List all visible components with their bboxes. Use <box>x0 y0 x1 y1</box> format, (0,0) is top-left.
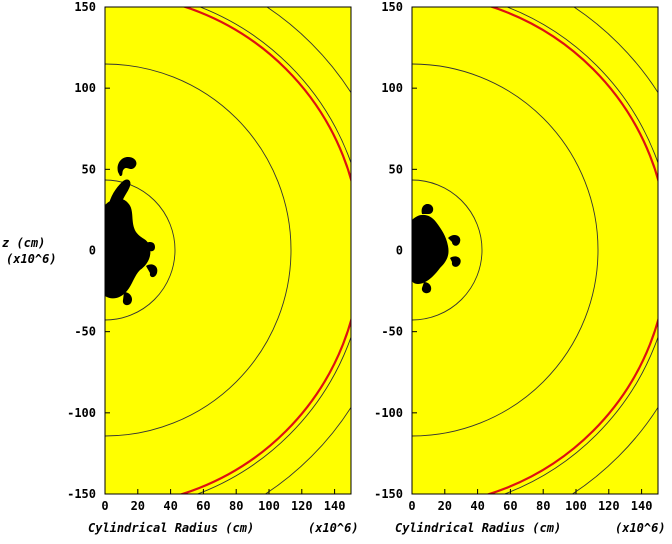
right-x-tick-label: 140 <box>631 499 653 513</box>
left-y-tick-label: -50 <box>74 325 96 339</box>
left-y-tick-label: 100 <box>74 81 96 95</box>
right-x-tick-label: 100 <box>565 499 587 513</box>
left-plume-arm-bottom <box>122 292 133 306</box>
right-x-tick-label: 20 <box>438 499 452 513</box>
right-x-tick-label: 0 <box>408 499 415 513</box>
left-y-tick-label: 0 <box>89 244 96 258</box>
left-x-tick-label: 120 <box>291 499 313 513</box>
right-plume-arm-lower <box>450 256 461 267</box>
left-plume-arm-lower <box>146 264 158 278</box>
right-panel-background <box>412 7 658 494</box>
right-y-tick-label: -100 <box>374 406 403 420</box>
right-x-tick-label: 120 <box>598 499 620 513</box>
left-x-axis-label: Cylindrical Radius (cm) <box>88 521 254 535</box>
left-contour-r114 <box>105 63 292 437</box>
left-panel-contours <box>105 7 351 494</box>
right-y-tick-label: 100 <box>381 81 403 95</box>
left-y-tick-label: 50 <box>82 162 96 176</box>
left-plume <box>105 157 158 306</box>
left-x-tick-label: 60 <box>196 499 210 513</box>
left-panel: 0 20 40 60 80 100 120 140 150100500-50-100-150 … <box>2 0 359 535</box>
left-x-tick-label: 80 <box>229 499 243 513</box>
right-x-ticks: 0 20 40 60 80 100 120 140 <box>408 489 652 513</box>
right-x-tick-label: 60 <box>503 499 517 513</box>
y-axis-label: z (cm) <box>2 236 45 250</box>
right-x-axis-label: Cylindrical Radius (cm) <box>395 521 561 535</box>
right-x-tick-label: 40 <box>470 499 484 513</box>
right-y-tick-label: -150 <box>374 487 403 501</box>
y-axis-scale: (x10^6) <box>6 252 57 266</box>
right-panel: 0 20 40 60 80 100 120 140 150100500-50-100-150 … <box>374 0 666 535</box>
right-contour-r114 <box>412 63 599 437</box>
left-contour-r43 <box>105 179 176 321</box>
left-y-tick-label: -150 <box>67 487 96 501</box>
left-plume-arm-right <box>142 241 155 252</box>
left-plume-upper-stem <box>108 179 131 208</box>
left-y-ticks: 150 100 50 0 -50 -100 -150 <box>67 0 110 501</box>
right-panel-contours <box>412 7 658 494</box>
right-contour-r43 <box>412 179 483 321</box>
right-plume-arm-right <box>448 235 461 246</box>
right-plume-body <box>412 214 449 284</box>
right-x-axis-scale: (x10^6) <box>615 521 666 535</box>
left-x-ticks: 0 20 40 60 80 100 120 140 <box>101 489 345 513</box>
left-y-tick-label: -100 <box>67 406 96 420</box>
left-x-tick-label: 20 <box>131 499 145 513</box>
right-y-tick-label: -50 <box>381 325 403 339</box>
right-y-tick-label: 0 <box>396 244 403 258</box>
right-y-tick-label: 150 <box>381 0 403 14</box>
left-x-tick-label: 0 <box>101 499 108 513</box>
left-x-axis-scale: (x10^6) <box>308 521 359 535</box>
right-y-tick-label: 50 <box>389 162 403 176</box>
right-y-ticks: 150 100 50 0 -50 -100 -150 <box>374 0 417 501</box>
right-plume-top <box>421 204 434 214</box>
right-plume <box>412 204 461 294</box>
left-plume-body <box>105 198 151 299</box>
left-x-tick-label: 40 <box>163 499 177 513</box>
left-x-tick-label: 140 <box>324 499 346 513</box>
left-x-tick-label: 100 <box>258 499 280 513</box>
left-plume-top-cap <box>117 157 137 176</box>
left-y-tick-label: 150 <box>74 0 96 14</box>
right-x-tick-label: 80 <box>536 499 550 513</box>
right-plume-arm-bottom <box>421 282 432 294</box>
